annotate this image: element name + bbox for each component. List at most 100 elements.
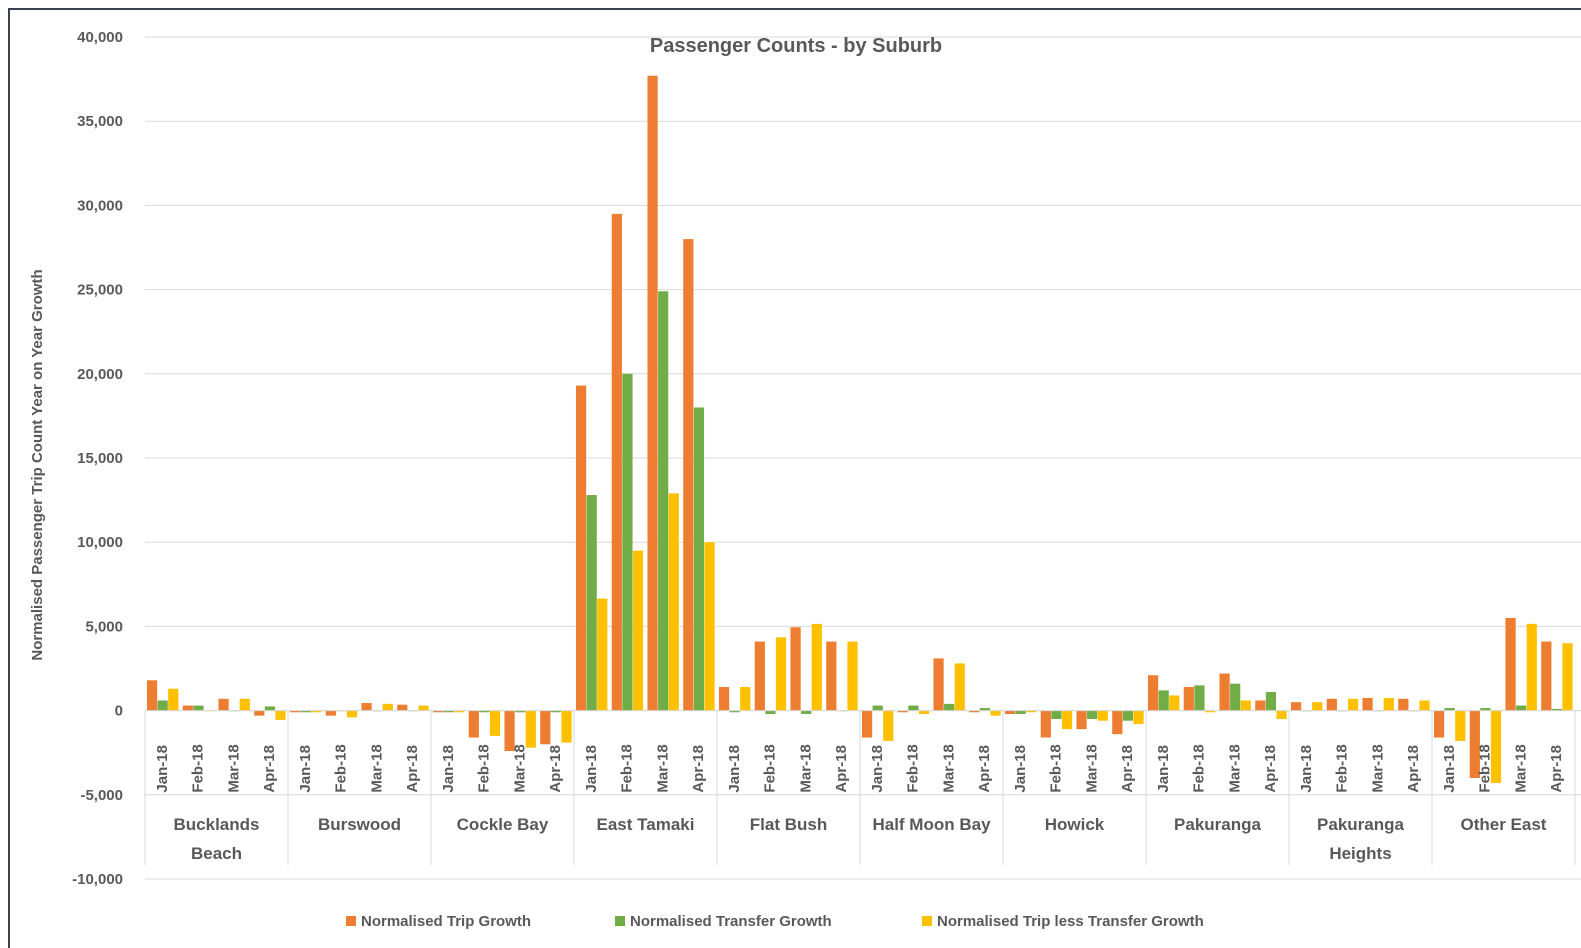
bar: [1290, 702, 1302, 711]
bar: [325, 710, 336, 716]
month-label: Apr-18: [976, 745, 993, 793]
month-label: Apr-18: [1548, 745, 1565, 793]
chart-title: Passenger Counts - by Suburb: [650, 35, 942, 57]
category-label: Half Moon Bay: [872, 815, 991, 834]
bar: [611, 213, 622, 711]
bar: [1526, 623, 1537, 711]
month-label: Mar-18: [1083, 744, 1100, 792]
bar: [1265, 692, 1277, 711]
bar: [1347, 698, 1359, 711]
bar: [969, 710, 980, 713]
bar: [1122, 710, 1134, 721]
bar: [1112, 710, 1123, 735]
bar: [683, 239, 694, 711]
bar: [1026, 710, 1037, 713]
bar: [933, 658, 944, 711]
bar: [1169, 695, 1180, 711]
category-labels: Bucklands Beach Burswood Cockle Bay East Tam…: [174, 815, 1547, 863]
bar: [525, 710, 536, 748]
bar: [561, 710, 572, 743]
category-label: Burswood: [318, 815, 401, 834]
bar: [1133, 710, 1144, 725]
month-label: Apr-18: [833, 745, 850, 793]
category-label: Heights: [1329, 844, 1391, 863]
y-tick-label: 15,000: [77, 450, 123, 467]
bar: [361, 703, 372, 711]
legend-label: Normalised Transfer Growth: [630, 913, 832, 930]
bar: [397, 704, 408, 711]
bar: [883, 710, 894, 741]
y-tick-label: 25,000: [77, 282, 123, 299]
bar: [811, 623, 822, 711]
bar: [1562, 643, 1573, 711]
category-label: East Tamaki: [597, 815, 695, 834]
bar: [193, 705, 204, 711]
bar: [1469, 710, 1480, 778]
month-label: Apr-18: [404, 745, 421, 793]
bar: [1455, 710, 1466, 741]
category-label: Cockle Bay: [457, 815, 549, 834]
bar: [704, 542, 715, 711]
bar: [1051, 710, 1062, 720]
bar: [801, 710, 812, 714]
month-label: Feb-18: [1334, 744, 1351, 792]
bar: [443, 710, 454, 713]
y-tick-label: 40,000: [77, 29, 123, 46]
month-label: Feb-18: [905, 744, 922, 792]
bar: [872, 705, 883, 711]
bar: [1362, 697, 1373, 711]
legend-label: Normalised Trip Growth: [361, 913, 531, 930]
bar: [300, 710, 311, 713]
month-label: Mar-18: [511, 744, 528, 792]
category-label: Bucklands: [174, 815, 260, 834]
bar: [1551, 708, 1563, 711]
bar: [765, 710, 776, 714]
bar: [1004, 710, 1016, 714]
bar: [775, 637, 787, 711]
bar: [550, 710, 562, 713]
bar: [1312, 702, 1323, 711]
bar: [168, 688, 179, 711]
bar: [382, 703, 393, 711]
bar: [790, 627, 801, 711]
bar: [1230, 683, 1241, 711]
month-label: Feb-18: [190, 744, 207, 792]
y-axis-ticks: 40,000 35,000 30,000 25,000 20,000 15,000 10,0…: [72, 29, 123, 888]
month-label: Jan-18: [726, 745, 743, 793]
month-labels: Jan-18 Feb-18 Mar-18 Apr-18 Jan-18 Feb-18 Mar-…: [154, 744, 1565, 792]
bar: [1490, 710, 1502, 784]
bar: [454, 710, 465, 713]
bar: [1219, 673, 1230, 711]
bar: [979, 708, 991, 711]
month-label: Jan-18: [583, 745, 600, 793]
bar: [1276, 710, 1287, 720]
bar: [954, 663, 965, 711]
month-label: Feb-18: [762, 744, 779, 792]
month-label: Apr-18: [1262, 745, 1279, 793]
chart-frame: 40,000 35,000 30,000 25,000 20,000 15,000 10,0…: [8, 8, 1581, 948]
legend-swatch: [346, 916, 356, 926]
bar: [1480, 708, 1491, 711]
month-label: Mar-18: [225, 744, 242, 792]
bar: [1398, 698, 1409, 711]
month-label: Feb-18: [333, 744, 350, 792]
bar: [515, 710, 526, 713]
bar: [575, 385, 587, 711]
bar: [740, 687, 751, 711]
category-label: Pakuranga: [1317, 815, 1404, 834]
legend-swatch: [615, 916, 625, 926]
bar: [1061, 710, 1073, 730]
bar: [1326, 698, 1337, 711]
bar: [1015, 710, 1026, 714]
category-label: Other East: [1461, 815, 1547, 834]
bar: [622, 373, 633, 711]
bar: [586, 495, 597, 711]
bar: [1147, 675, 1159, 711]
legend: Normalised Trip Growth Normalised Transfe…: [346, 913, 1204, 930]
month-label: Jan-18: [1012, 745, 1029, 793]
bar: [1516, 705, 1527, 711]
bar: [1444, 708, 1455, 711]
bar: [479, 710, 490, 713]
month-label: Jan-18: [869, 745, 886, 793]
bar: [275, 710, 286, 720]
